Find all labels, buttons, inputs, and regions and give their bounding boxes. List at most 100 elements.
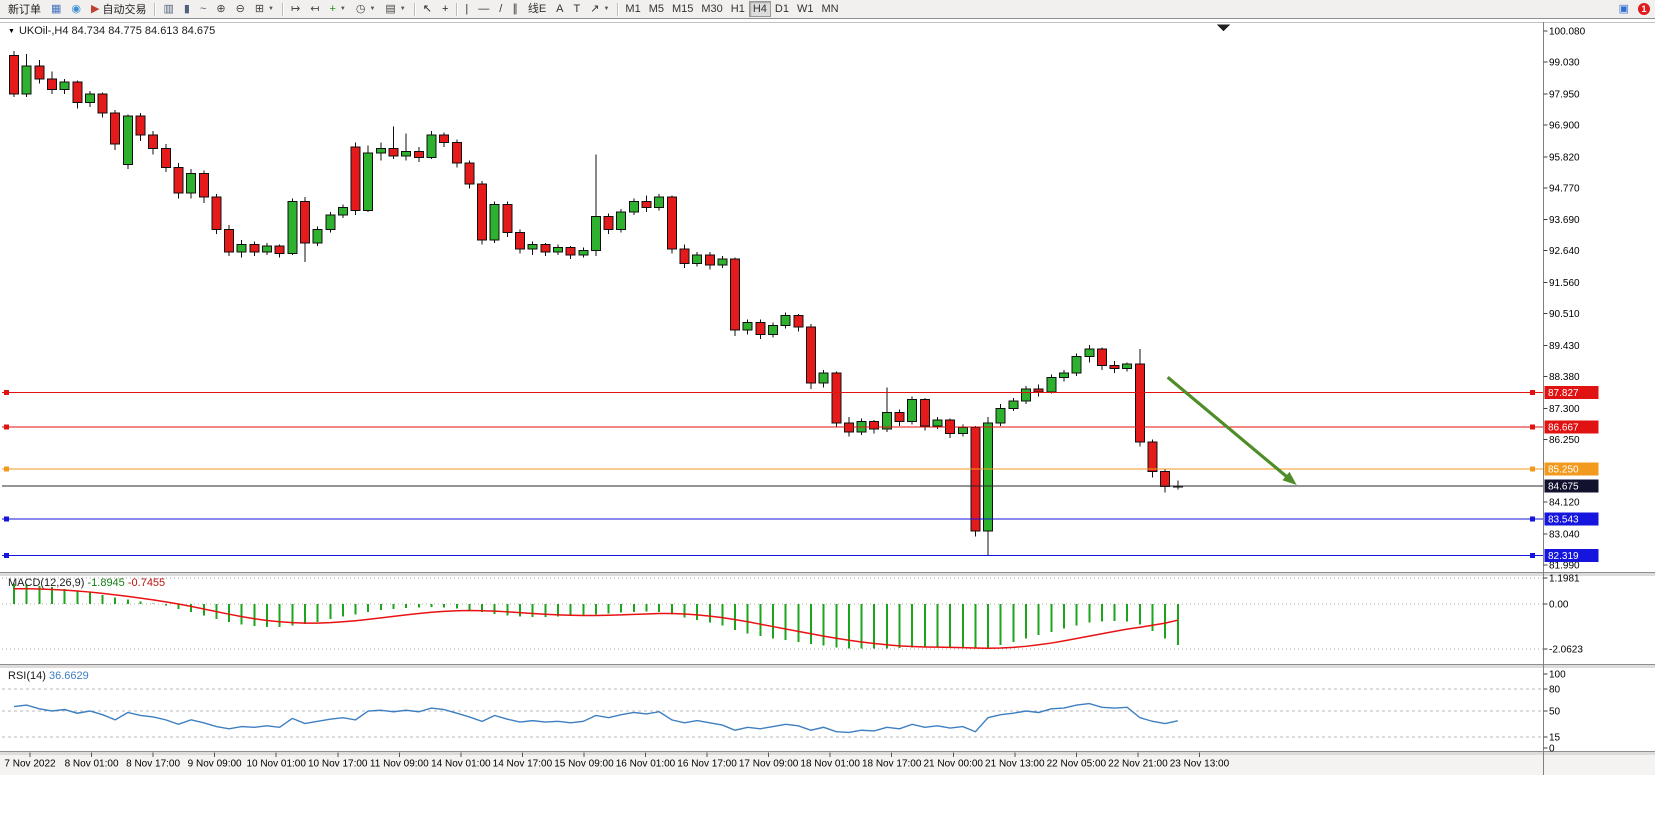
time-tick-label: 7 Nov 2022 [4, 759, 56, 770]
timeframe-mn[interactable]: MN [817, 1, 842, 17]
price-tick-label: 88.380 [1549, 372, 1580, 383]
horizontal-line-icon[interactable]: — [473, 1, 494, 17]
toolbar-separator [154, 2, 156, 16]
zoom-out-icon[interactable]: ⊖ [231, 1, 250, 17]
line-handle [4, 466, 9, 472]
timeframe-d1[interactable]: D1 [771, 1, 793, 17]
rsi-axis-label: 0 [1549, 744, 1555, 755]
time-tick-label: 11 Nov 09:00 [370, 759, 429, 770]
crosshair-icon[interactable]: + [437, 1, 453, 17]
symbol-dropdown-icon[interactable]: ▼ [8, 28, 15, 35]
chart-period-icon[interactable]: ◷ ▼ [351, 1, 381, 17]
timeframe-m1[interactable]: M1 [621, 1, 644, 17]
line-chart-icon[interactable]: ~ [195, 1, 211, 17]
macd-axis-label: 1.1981 [1549, 574, 1580, 585]
macd-header: MACD(12,26,9) -1.8945 -0.7455 [8, 577, 165, 589]
notifications-icon-glyph: ▣ [1618, 2, 1629, 15]
line-handle [1530, 390, 1535, 396]
time-axis[interactable]: 7 Nov 2022 8 Nov 01:00 8 Nov 17:00 9 Nov 09… [4, 752, 1230, 770]
channel-icon[interactable]: ∥ [507, 1, 523, 17]
arrows-icon-caret: ▼ [603, 6, 610, 12]
arrows-icon[interactable]: ↗ ▼ [585, 1, 614, 17]
line-handle [1530, 424, 1535, 430]
timeframe-mn-label: MN [821, 3, 839, 15]
trend-arrow[interactable] [1166, 376, 1297, 486]
fibonacci-icon[interactable]: 线E [523, 1, 551, 17]
price-label-text: 85.250 [1548, 464, 1579, 475]
autotrading-button-label: 自动交易 [102, 4, 147, 16]
time-tick-label: 18 Nov 01:00 [800, 759, 860, 770]
time-tick-label: 16 Nov 01:00 [616, 759, 676, 770]
candlestick-chart-icon-glyph: ▮ [183, 2, 190, 15]
price-lines[interactable]: 87.827 86.667 85.250 84.675 83.543 82.319 [2, 386, 1599, 562]
chart-period-icon-caret: ▼ [369, 6, 376, 12]
zoom-out-icon-glyph: ⊖ [235, 2, 245, 15]
price-tick-label: 96.900 [1549, 120, 1580, 131]
price-tick-label: 94.770 [1549, 183, 1580, 194]
time-tick-label: 8 Nov 01:00 [65, 759, 119, 770]
new-order-button-label: 新订单 [8, 4, 41, 16]
chart-template-icon[interactable]: ▤ ▼ [380, 1, 410, 17]
price-tick-label: 99.030 [1549, 57, 1580, 68]
new-order-button[interactable]: 新订单 [3, 1, 46, 17]
timeframe-h1[interactable]: H1 [727, 1, 749, 17]
rsi-axis-label: 100 [1549, 670, 1566, 681]
price-scale[interactable]: 100.080 99.030 97.950 96.900 95.820 94.770 93.… [1543, 27, 1586, 572]
bar-chart-icon[interactable]: ▥ [158, 1, 178, 17]
timeframe-h4-label: H4 [752, 3, 767, 15]
candlestick-series [9, 51, 1183, 556]
time-tick-label: 21 Nov 13:00 [985, 759, 1045, 770]
mql5-community-icon[interactable]: ◉ [66, 1, 86, 17]
new-chart-icon[interactable]: + ▼ [324, 1, 350, 17]
timeframe-m5[interactable]: M5 [645, 1, 668, 17]
timeframe-m30[interactable]: M30 [697, 1, 726, 17]
price-label-box [1544, 479, 1599, 493]
main-toolbar: 新订单 ▦ ◉ ▶ 自动交易 ▥ ▮ ~ ⊕ ⊖ ⊞ ▼ ↦ ↤ + ▼ ◷ ▼ ▤ ▼ ↖ + | — / ∥ 线E A T ↗ ▼ M1 M… [0, 0, 1655, 19]
timeframe-h4[interactable]: H4 [748, 1, 771, 17]
cursor-icon[interactable]: ↖ [418, 1, 437, 17]
timeframe-m15-label: M15 [671, 3, 694, 15]
price-label-box [1544, 386, 1599, 400]
timeframe-w1[interactable]: W1 [793, 1, 818, 17]
rsi-axis-label: 80 [1549, 684, 1561, 695]
price-tick-label: 83.040 [1549, 530, 1580, 541]
price-label-box [1544, 420, 1599, 434]
text-label-icon[interactable]: T [569, 1, 586, 17]
notification-badge[interactable]: 1 [1638, 3, 1650, 15]
scroll-to-end-marker[interactable] [1217, 24, 1230, 32]
chart-period-icon-glyph: ◷ [355, 2, 366, 15]
chart-shift-icon[interactable]: ↤ [305, 1, 324, 17]
notifications-icon[interactable]: ▣ [1614, 1, 1634, 17]
price-label-box [1544, 512, 1599, 526]
price-tick-label: 81.990 [1549, 561, 1580, 572]
autotrading-button-glyph: ▶ [91, 2, 100, 15]
line-handle [4, 552, 9, 558]
vertical-line-icon[interactable]: | [460, 1, 473, 17]
new-chart-window-icon-glyph: ▦ [51, 2, 62, 15]
time-tick-label: 10 Nov 17:00 [308, 759, 368, 770]
new-chart-icon-glyph: + [329, 2, 336, 15]
rsi-line [13, 702, 1178, 734]
price-tick-label: 90.510 [1549, 309, 1580, 320]
price-tick-label: 92.640 [1549, 246, 1580, 257]
tile-windows-icon[interactable]: ⊞ ▼ [250, 1, 279, 17]
zoom-in-icon[interactable]: ⊕ [211, 1, 230, 17]
price-tick-label: 84.120 [1549, 498, 1580, 509]
candlestick-chart-icon[interactable]: ▮ [179, 1, 195, 17]
price-tick-label: 93.690 [1549, 215, 1580, 226]
price-label-text: 83.543 [1548, 515, 1579, 526]
auto-scroll-icon[interactable]: ↦ [286, 1, 305, 17]
price-tick-label: 100.080 [1549, 27, 1586, 38]
chart-shift-icon-glyph: ↤ [310, 2, 320, 15]
trendline-icon[interactable]: / [494, 1, 507, 17]
time-tick-label: 8 Nov 17:00 [126, 759, 180, 770]
chart-template-icon-caret: ▼ [399, 6, 406, 12]
macd-signal-value: -0.7455 [127, 577, 166, 589]
autotrading-button[interactable]: ▶ 自动交易 [86, 1, 151, 17]
price-tick-label: 97.950 [1549, 89, 1580, 100]
line-chart-icon-glyph: ~ [199, 2, 207, 15]
timeframe-m15[interactable]: M15 [668, 1, 697, 17]
new-chart-window-icon[interactable]: ▦ [46, 1, 66, 17]
text-icon[interactable]: A [551, 1, 568, 17]
